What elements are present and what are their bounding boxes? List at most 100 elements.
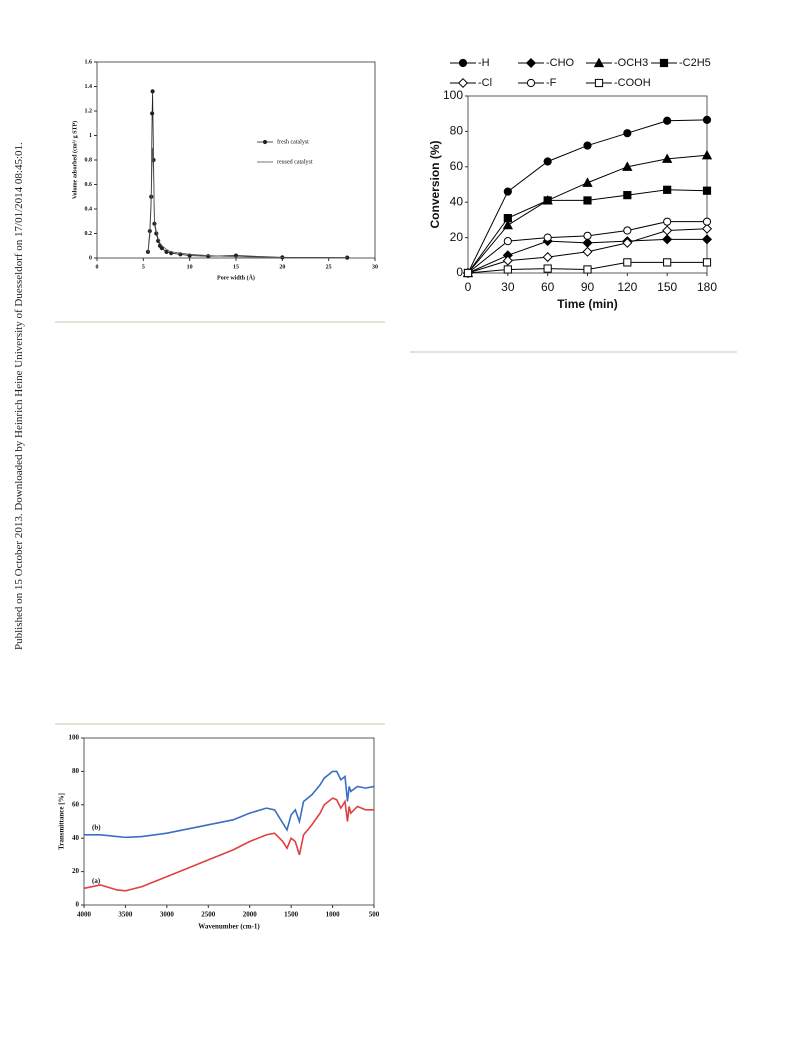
marker	[701, 149, 713, 160]
marker	[623, 226, 632, 235]
marker	[502, 255, 513, 266]
legend-label: -COOH	[614, 77, 651, 89]
marker	[622, 237, 633, 248]
marker	[663, 217, 672, 226]
marker	[582, 177, 593, 187]
legend-label: -OCH3	[614, 57, 648, 69]
x-axis-label: Wavenumber (cm-1)	[198, 923, 260, 931]
marker	[150, 89, 155, 94]
x-tick-label: 0	[465, 280, 472, 294]
marker	[543, 196, 552, 205]
marker	[659, 58, 669, 68]
legend-label: -Cl	[478, 77, 492, 89]
marker	[164, 249, 169, 254]
marker	[623, 191, 632, 200]
x-tick-label: 3500	[118, 911, 133, 919]
y-tick-label: 0.8	[85, 157, 93, 163]
y-tick-label: 0	[456, 265, 463, 279]
series-line	[147, 147, 348, 259]
marker	[702, 186, 712, 195]
x-tick-label: 0	[96, 264, 99, 270]
legend-label: -C2H5	[679, 57, 711, 69]
marker	[701, 223, 713, 234]
marker	[542, 252, 553, 263]
marker	[543, 233, 552, 242]
marker	[583, 231, 592, 240]
x-tick-label: 30	[372, 264, 378, 270]
series-line	[147, 91, 348, 259]
series-line	[84, 770, 375, 839]
x-tick-label: 1000	[326, 911, 341, 919]
y-tick-label: 20	[72, 867, 80, 875]
marker	[262, 139, 268, 145]
series-line	[83, 797, 374, 892]
plot-frame	[96, 61, 376, 259]
legend-label: reused catalyst	[277, 159, 313, 165]
y-tick-label: 1	[89, 133, 92, 139]
marker	[150, 111, 155, 116]
marker	[662, 234, 673, 245]
x-tick-label: 90	[581, 280, 595, 294]
x-tick-label: 5	[142, 264, 145, 270]
marker	[622, 161, 633, 171]
y-tick-label: 60	[450, 159, 464, 173]
marker	[702, 258, 712, 267]
y-tick-label: 40	[450, 194, 464, 208]
x-tick-label: 20	[279, 264, 285, 270]
y-tick-label: 0	[89, 255, 92, 261]
x-tick-label: 15	[233, 264, 239, 270]
x-axis-label: Time (min)	[557, 297, 617, 311]
marker	[623, 258, 632, 267]
marker	[702, 115, 712, 124]
y-tick-label: 80	[450, 124, 464, 138]
x-tick-label: 10	[187, 264, 193, 270]
marker	[502, 219, 513, 230]
marker	[503, 237, 512, 246]
marker	[662, 225, 673, 236]
marker	[503, 214, 512, 223]
marker	[663, 258, 672, 267]
marker	[526, 78, 536, 88]
x-tick-label: 2000	[243, 911, 258, 919]
y-tick-label: 1.2	[85, 108, 93, 114]
marker	[663, 116, 672, 125]
marker	[503, 265, 512, 274]
y-tick-label: 20	[450, 230, 464, 244]
x-tick-label: 150	[657, 280, 677, 294]
marker	[458, 58, 468, 68]
legend-label: -F	[546, 77, 557, 89]
y-tick-label: 1.6	[85, 59, 93, 65]
marker	[503, 187, 512, 196]
x-tick-label: 30	[501, 280, 515, 294]
x-tick-label: 4000	[77, 911, 92, 919]
x-tick-label: 120	[617, 280, 637, 294]
series-label: (b)	[92, 823, 101, 831]
y-tick-label: 80	[72, 767, 80, 775]
marker	[593, 57, 605, 68]
x-axis-label: Pore width (Å)	[217, 273, 255, 281]
x-tick-label: 2500	[201, 911, 216, 919]
legend-label: fresh catalyst	[277, 138, 309, 145]
y-axis-label: Transmittance [%]	[58, 793, 66, 850]
y-tick-label: 0	[76, 901, 80, 909]
legend-label: -H	[478, 57, 490, 69]
marker	[543, 157, 552, 166]
marker	[582, 246, 593, 257]
plot-frame	[83, 737, 375, 906]
y-axis-label: Conversion (%)	[428, 140, 442, 228]
y-tick-label: 100	[69, 734, 80, 742]
marker	[702, 217, 712, 226]
y-tick-label: 40	[72, 834, 80, 842]
y-tick-label: 60	[72, 800, 80, 808]
x-tick-label: 500	[369, 911, 380, 919]
marker	[662, 153, 673, 163]
x-tick-label: 180	[697, 280, 717, 294]
y-axis-label: Volume adsorbed (cm³/ g STP)	[71, 121, 78, 199]
marker	[206, 254, 211, 259]
marker	[594, 78, 604, 88]
marker	[525, 57, 537, 69]
marker	[159, 246, 164, 251]
marker	[463, 268, 473, 278]
